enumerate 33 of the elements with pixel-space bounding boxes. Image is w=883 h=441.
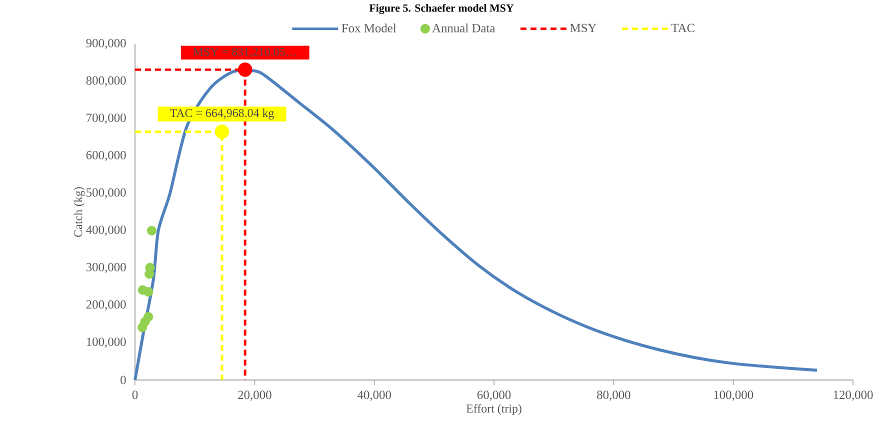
legend-label: MSY <box>570 24 596 32</box>
y-tick-label: 800,000 <box>86 76 126 86</box>
x-tick-label: 0 <box>132 390 138 400</box>
y-tick-label: 900,000 <box>86 38 126 50</box>
x-tick-label: 100,000 <box>714 390 754 401</box>
y-tick-label: 100,000 <box>86 338 126 348</box>
legend-label: Fox Model <box>342 24 396 32</box>
annotation: MSY = 831,210.05… <box>193 48 296 58</box>
x-tick-label: 60,000 <box>477 390 511 401</box>
legend-label: Annual Data <box>432 24 496 32</box>
y-tick-label: 500,000 <box>86 188 126 198</box>
y-tick-label: 700,000 <box>86 114 126 124</box>
point <box>144 287 154 297</box>
annotation: TAC = 664,968.04 kg <box>170 108 274 120</box>
point <box>144 269 154 279</box>
x-tick-label: 120,000 <box>834 390 873 401</box>
y-tick-label: 300,000 <box>86 262 126 274</box>
y-tick-label: 0 <box>120 376 126 384</box>
chart-title: Figure 5. Schaefer model MSY <box>369 4 514 14</box>
y-tick-label: 600,000 <box>86 150 126 162</box>
x-tick-label: 80,000 <box>597 390 630 401</box>
line-series <box>134 68 818 382</box>
x-axis-title: Effort (trip) <box>466 404 522 416</box>
y-axis-title: Catch (kg) <box>74 187 85 237</box>
x-tick-label: 40,000 <box>357 390 391 401</box>
point <box>238 62 252 77</box>
y-tick-label: 200,000 <box>86 300 126 310</box>
x-tick-label: 20,000 <box>238 390 272 401</box>
point <box>214 124 230 139</box>
y-tick-label: 400,000 <box>86 226 126 236</box>
point <box>138 322 148 332</box>
legend-label: TAC <box>671 24 694 32</box>
point <box>146 226 156 236</box>
